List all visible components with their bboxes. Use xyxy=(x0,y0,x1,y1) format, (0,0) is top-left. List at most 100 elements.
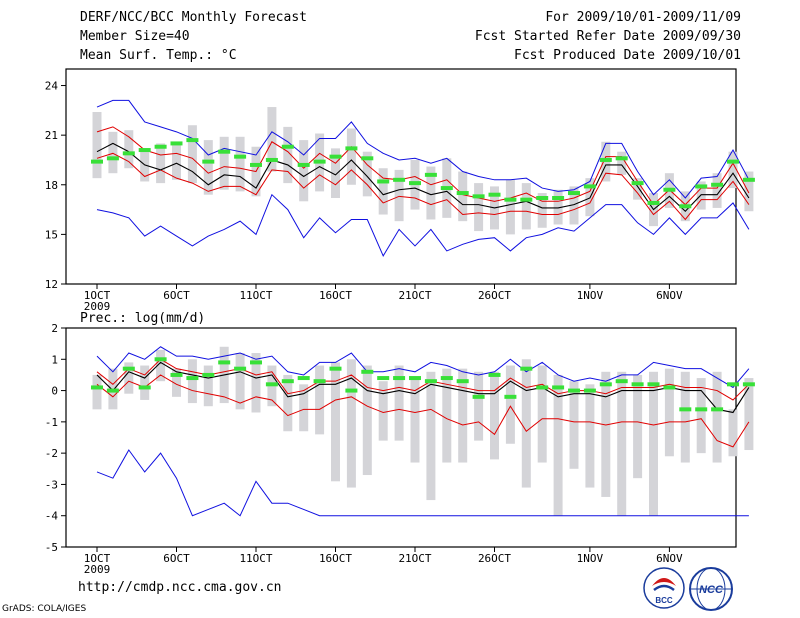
precipitation-observed-mark xyxy=(520,366,533,371)
temperature-observed-mark xyxy=(329,154,342,159)
precipitation-range-bar xyxy=(156,349,166,382)
precipitation-lower-line xyxy=(96,374,750,448)
precipitation-observed-mark xyxy=(91,385,103,390)
precipitation-observed-mark xyxy=(265,382,278,387)
precipitation-observed-mark xyxy=(727,382,739,387)
temperature-observed-mark xyxy=(91,159,103,164)
temperature-year-label: 2009 xyxy=(84,300,111,313)
precipitation-mean-line xyxy=(96,361,750,414)
temperature-range-bar xyxy=(633,178,643,200)
precipitation-range-bar xyxy=(235,353,245,410)
precipitation-range-bar xyxy=(378,381,388,441)
precipitation-year-label: 2009 xyxy=(84,563,111,576)
precipitation-observed-mark xyxy=(742,382,755,387)
precipitation-range-bar xyxy=(426,371,436,501)
temperature-range-bar xyxy=(394,169,404,222)
temperature-observed-mark xyxy=(361,156,374,161)
temperature-max-line xyxy=(96,99,750,199)
precipitation-range-bar xyxy=(649,371,658,516)
temperature-observed-mark xyxy=(631,181,644,186)
temperature-range-bar xyxy=(187,125,197,184)
precipitation-observed-mark xyxy=(504,394,517,399)
precipitation-observed-mark xyxy=(250,360,262,365)
precipitation-observed-mark xyxy=(536,385,549,390)
temperature-observed-mark xyxy=(250,162,262,167)
precipitation-range-bar xyxy=(617,371,627,516)
precipitation-range-bar xyxy=(346,359,356,488)
temperature-xtick-label: 21OCT xyxy=(398,289,431,302)
precipitation-observed-mark xyxy=(313,379,326,384)
precipitation-range-bar xyxy=(553,374,563,516)
precipitation-range-bar xyxy=(140,365,150,400)
temperature-observed-mark xyxy=(218,149,231,154)
temperature-range-bar xyxy=(617,151,627,175)
temperature-range-bar xyxy=(124,130,134,169)
temperature-mean-line xyxy=(96,142,750,213)
precipitation-observed-mark xyxy=(281,379,294,384)
temperature-observed-mark xyxy=(281,144,294,149)
temperature-xtick-label: 26OCT xyxy=(478,289,511,302)
precipitation-ytick-label: -5 xyxy=(45,541,58,554)
temperature-xtick-label: 1NOV xyxy=(577,289,604,302)
forecast-period: For 2009/10/01-2009/11/09 xyxy=(545,10,741,25)
temperature-range-bar xyxy=(331,148,340,198)
temperature-observed-mark xyxy=(504,197,517,202)
header-left: DERF/NCC/BCC Monthly Forecast Member Size… xyxy=(80,8,307,65)
temperature-range-bar xyxy=(426,166,436,220)
bcc-logo-wave xyxy=(653,584,675,592)
grads-credit: GrADS: COLA/IGES xyxy=(2,604,87,614)
temperature-observed-mark xyxy=(393,177,406,182)
precipitation-ytick-label: 2 xyxy=(51,322,58,335)
temperature-range-bar xyxy=(219,136,229,190)
precipitation-observed-mark xyxy=(122,366,135,371)
temperature-observed-mark xyxy=(583,184,596,189)
precipitation-xtick-label: 26OCT xyxy=(478,552,511,565)
precipitation-ytick-label: 1 xyxy=(51,353,58,366)
temperature-observed-mark xyxy=(424,172,437,177)
precipitation-title: Prec.: log(mm/d) xyxy=(80,311,205,326)
precipitation-observed-mark xyxy=(663,385,676,390)
precipitation-observed-mark xyxy=(377,376,390,381)
temperature-range-bar xyxy=(458,171,468,222)
precipitation-observed-mark xyxy=(345,388,358,393)
temperature-range-bar xyxy=(728,151,738,189)
precipitation-observed-mark xyxy=(599,382,612,387)
precipitation-range-bar xyxy=(172,368,181,397)
header-right: For 2009/10/01-2009/11/09 Fcst Started Re… xyxy=(475,8,741,65)
precipitation-range-bar xyxy=(331,362,340,482)
temperature-range-bar xyxy=(712,173,722,208)
precipitation-range-bar xyxy=(283,374,293,432)
temperature-range-bar xyxy=(696,181,706,210)
bcc-logo-text: BCC xyxy=(655,596,673,605)
precipitation-observed-mark xyxy=(202,372,215,377)
temperature-range-bar xyxy=(378,168,388,215)
precipitation-xtick-label: 1NOV xyxy=(577,552,604,565)
temperature-observed-mark xyxy=(138,148,151,153)
temperature-observed-mark xyxy=(695,184,708,189)
temperature-range-bar xyxy=(346,128,356,185)
temperature-observed-mark xyxy=(742,177,755,182)
precipitation-range-bar xyxy=(187,359,197,404)
precipitation-observed-mark xyxy=(297,376,310,381)
source-url[interactable]: http://cmdp.ncc.cma.gov.cn xyxy=(78,580,282,595)
member-size: Member Size=40 xyxy=(80,29,190,44)
precipitation-range-bar xyxy=(680,371,690,463)
precipitation-ytick-label: -2 xyxy=(45,447,58,460)
precipitation-observed-mark xyxy=(472,394,485,399)
temperature-xtick-label: 11OCT xyxy=(239,289,272,302)
precipitation-range-bar xyxy=(410,378,420,463)
precipitation-range-bar xyxy=(124,362,134,394)
precipitation-ytick-label: -4 xyxy=(45,510,59,523)
temperature-upper-line xyxy=(96,126,750,206)
precipitation-observed-mark xyxy=(218,360,231,365)
precipitation-min-line xyxy=(96,449,749,517)
precipitation-range-bar xyxy=(521,359,531,488)
precipitation-observed-mark xyxy=(552,385,565,390)
precipitation-observed-mark xyxy=(488,372,501,377)
precipitation-observed-mark xyxy=(440,376,453,381)
temperature-observed-mark xyxy=(679,204,692,209)
precipitation-observed-mark xyxy=(615,379,628,384)
precipitation-ytick-label: 0 xyxy=(51,385,58,398)
temperature-observed-mark xyxy=(297,162,310,167)
precipitation-chart: 2 1 0 -1 -2 -3 -4 -5 1OCT 6OCT 11OCT 16OCT 21OCT 26OC… xyxy=(45,311,755,576)
